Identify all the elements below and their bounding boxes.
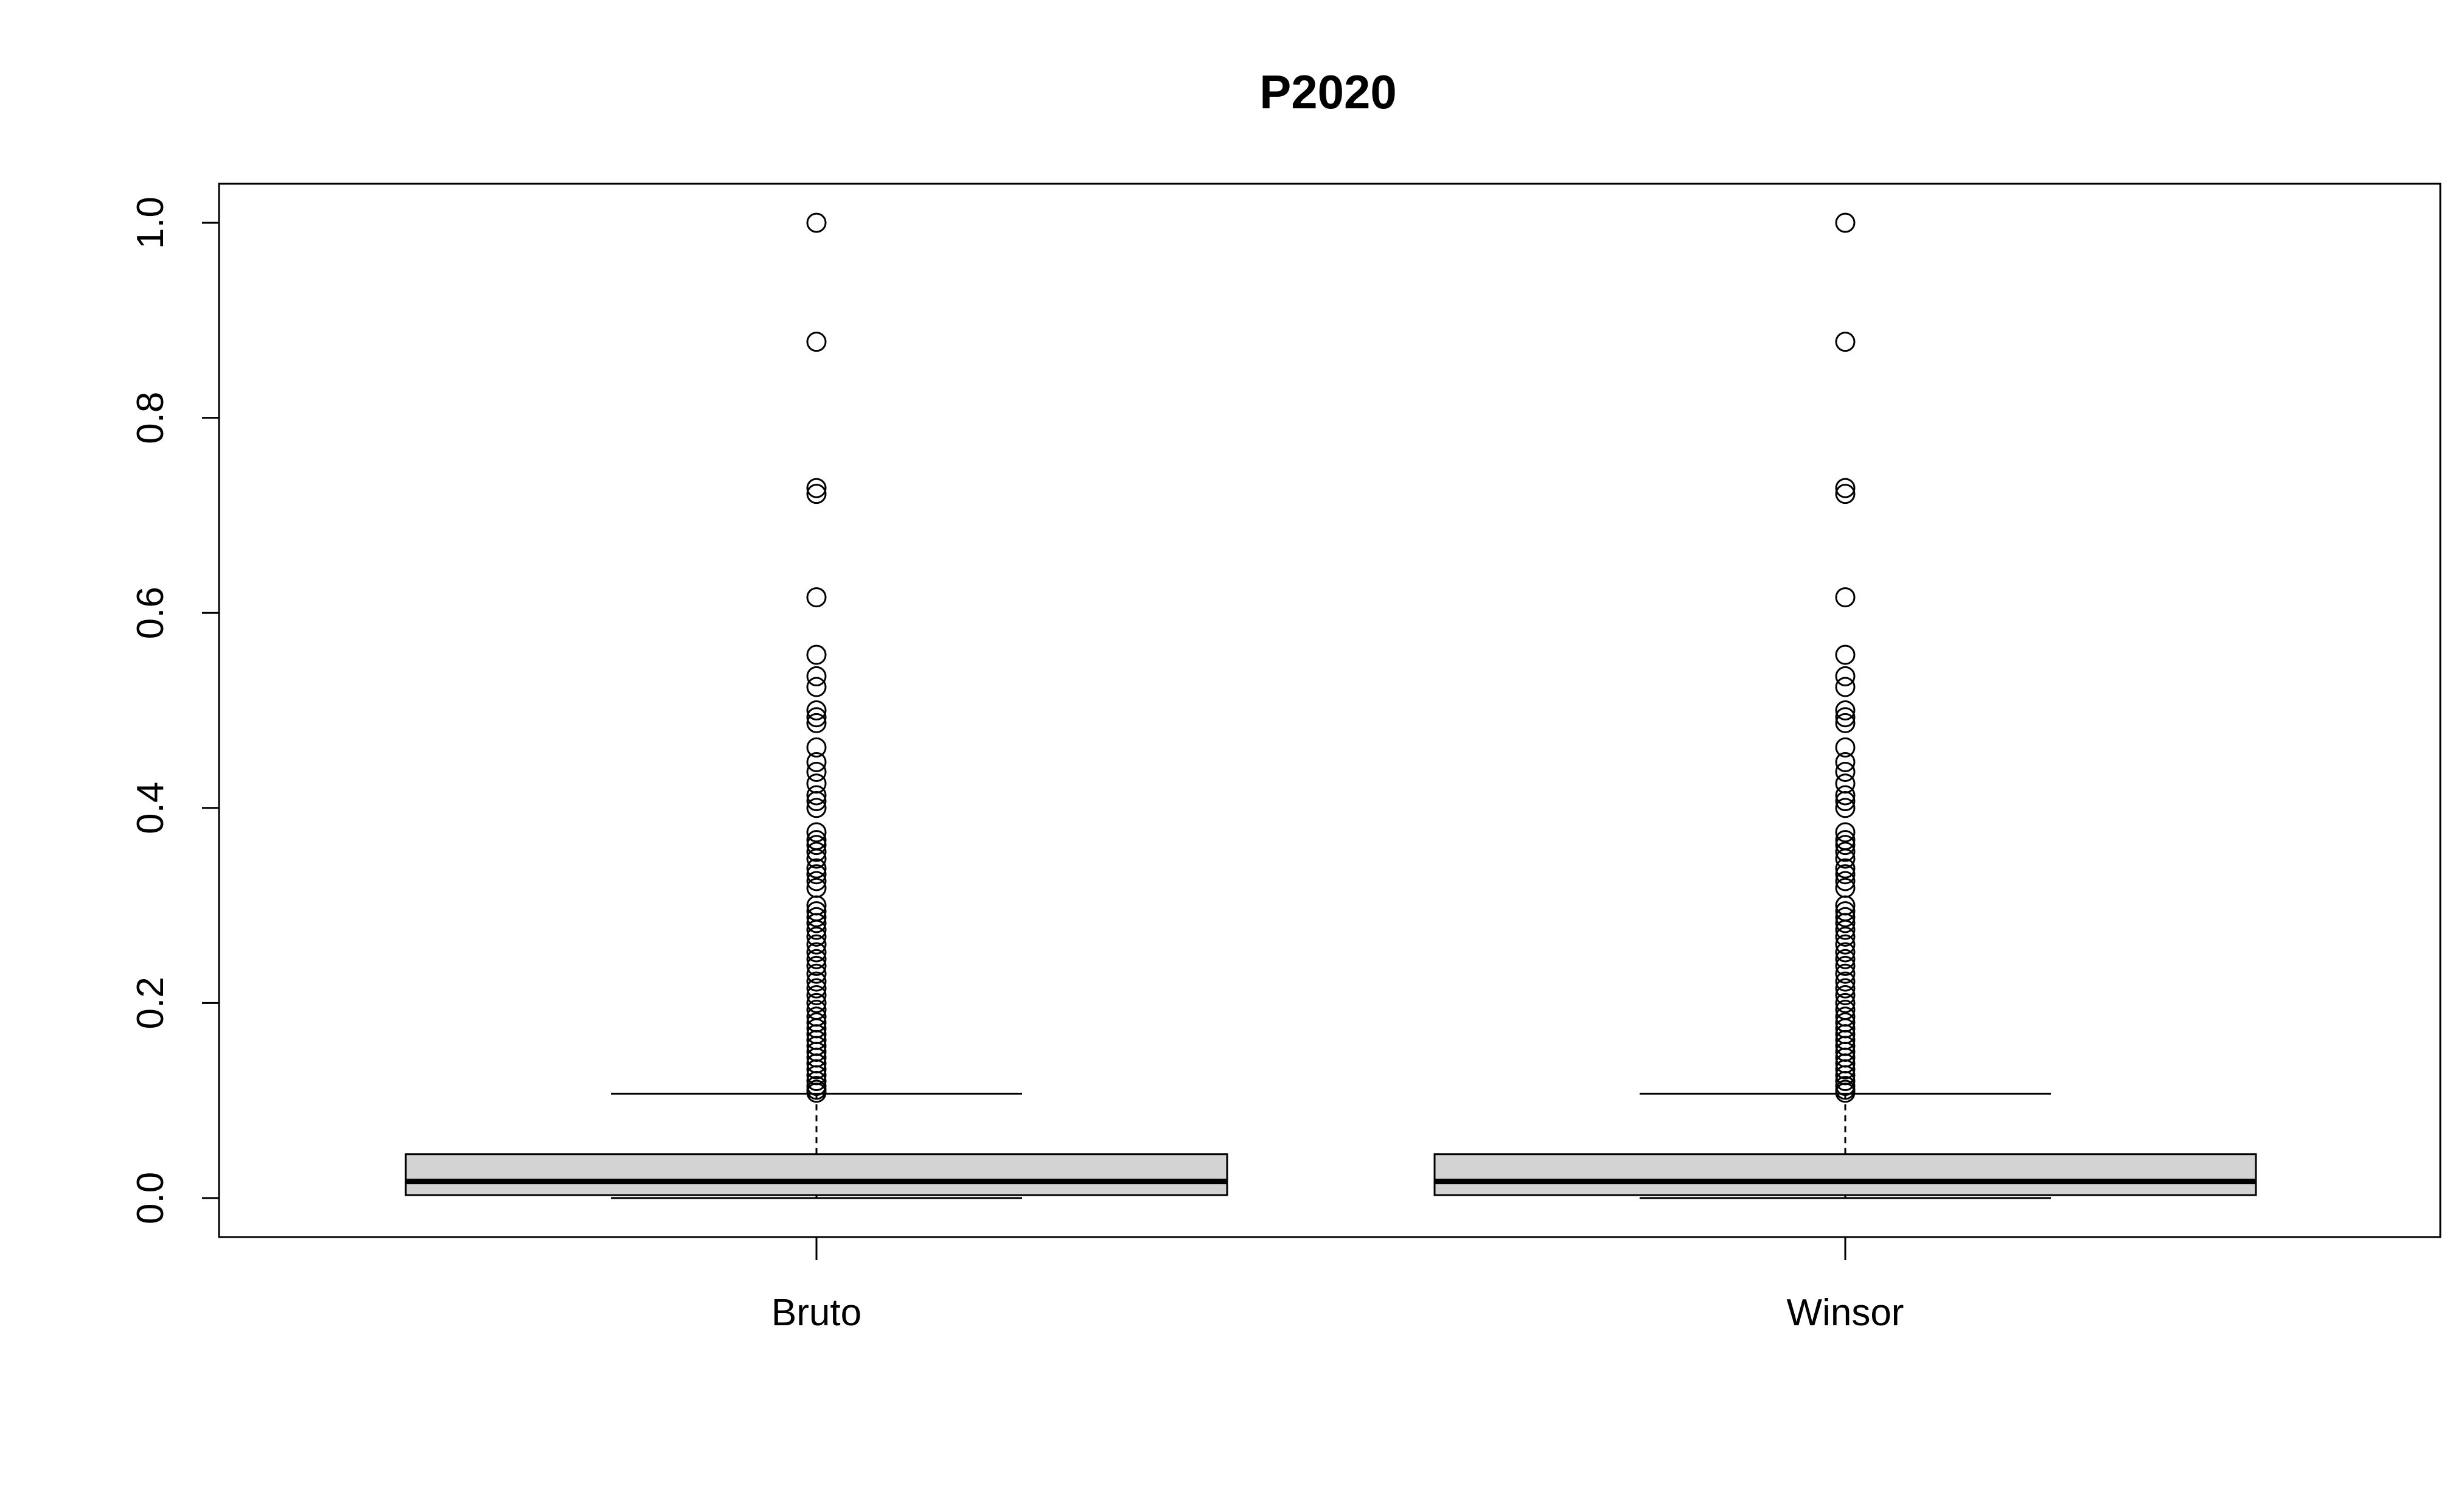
outlier-point [1835,751,1856,772]
outlier-point [806,644,827,665]
chart-title: P2020 [1259,65,1397,119]
outlier-point [1835,707,1856,728]
outlier-point [1835,1059,1856,1079]
x-tick-label: Bruto [771,1292,861,1334]
outlier-point [806,332,827,352]
outlier-point [806,677,827,697]
outlier-point [806,971,827,992]
outlier-point [1835,212,1856,233]
outlier-point [1835,864,1856,885]
outlier-point [1835,761,1856,782]
x-tick-label: Winsor [1787,1292,1904,1334]
y-tick-label: 0.8 [130,392,172,444]
outlier-point [1835,644,1856,665]
outlier-point [1835,798,1856,818]
y-tick-label: 0.0 [130,1172,172,1224]
outlier-point [806,858,827,879]
outlier-point [1835,835,1856,856]
outlier-point [806,791,827,812]
outlier-point [806,1071,827,1092]
y-tick-label: 0.2 [130,977,172,1029]
outlier-point [1835,842,1856,862]
outlier-point [1835,926,1856,947]
outlier-point [806,666,827,686]
outlier-point [806,761,827,782]
outlier-point [806,707,827,728]
outlier-point [1835,478,1856,498]
outlier-point [806,587,827,608]
iqr-box [1433,1153,2257,1196]
outlier-point [806,942,827,963]
outlier-point [806,848,827,869]
outlier-point [1835,666,1856,686]
outlier-point [1835,978,1856,999]
outlier-point [806,212,827,233]
box-winsor [1433,212,2257,1199]
outlier-point [1835,919,1856,940]
outlier-point [806,478,827,498]
outlier-point [1835,949,1856,969]
y-tick-label: 0.6 [130,587,172,639]
outlier-point [1835,907,1856,927]
x-axis: Bruto Winsor [771,1237,1904,1334]
outlier-point [806,913,827,933]
outlier-point [1835,1071,1856,1092]
outlier-point [1835,737,1856,758]
outlier-point [1835,871,1856,891]
outlier-point [806,785,827,806]
outlier-point [806,949,827,969]
outlier-point [806,871,827,891]
outlier-point [806,1059,827,1079]
outlier-point [1835,955,1856,976]
y-tick-label: 1.0 [130,197,172,249]
outlier-point [1835,785,1856,806]
outlier-point [806,985,827,1006]
outlier-point [1835,700,1856,720]
outlier-point [1835,858,1856,879]
outlier-point [806,713,827,733]
y-tick-label: 0.4 [130,782,172,834]
outlier-point [806,737,827,758]
outlier-point [806,963,827,984]
outlier-point [806,978,827,999]
outlier-point [1835,791,1856,812]
outlier-point [1835,587,1856,608]
outlier-point [806,835,827,856]
outlier-point [1835,992,1856,1013]
outlier-point [1835,713,1856,733]
outlier-point [1835,332,1856,352]
plot-frame [218,183,2441,1238]
outlier-point [806,864,827,885]
outlier-point [1835,1082,1856,1103]
outlier-point [806,798,827,818]
outlier-point [1835,848,1856,869]
outlier-point [806,1082,827,1103]
outlier-point [1835,934,1856,955]
outlier-point [806,919,827,940]
outlier-point [1835,942,1856,963]
outlier-point [1835,677,1856,697]
outlier-point [806,751,827,772]
outlier-point [806,992,827,1013]
outlier-point [1835,971,1856,992]
outlier-point [1835,822,1856,843]
outlier-point [1835,913,1856,933]
outlier-point [1835,484,1856,504]
outlier-point [1835,963,1856,984]
outlier-point [806,700,827,720]
outlier-point [806,934,827,955]
outlier-point [806,842,827,862]
outlier-point [806,926,827,947]
outlier-point [806,822,827,843]
outlier-point [806,955,827,976]
outlier-point [806,484,827,504]
iqr-box [405,1153,1228,1196]
box-series [405,212,2257,1199]
outlier-point [1835,985,1856,1006]
box-bruto [405,212,1228,1199]
y-axis: 0.0 0.2 0.4 0.6 0.8 1.0 [130,197,220,1224]
outlier-point [806,907,827,927]
